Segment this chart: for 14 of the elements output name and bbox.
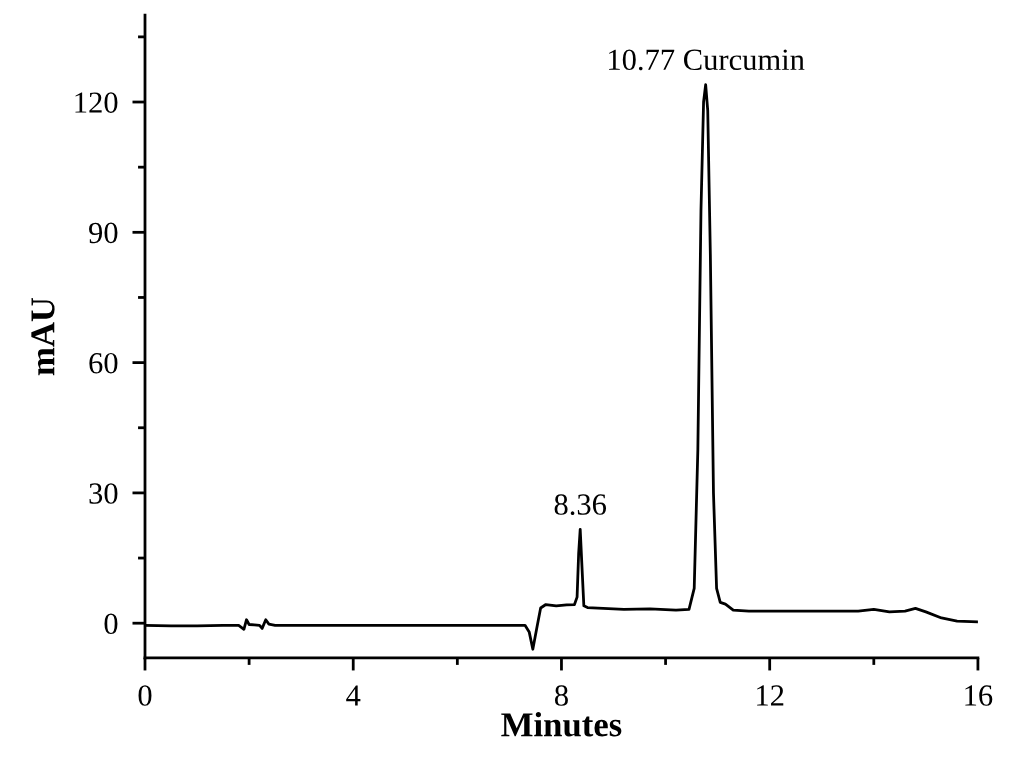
y-tick-label: 90 xyxy=(89,222,118,244)
x-axis-title: Minutes xyxy=(501,712,622,737)
y-axis-title: mAU xyxy=(31,297,55,376)
y-tick-label: 0 xyxy=(104,613,118,635)
y-tick-label: 120 xyxy=(75,92,118,113)
x-tick-label: 12 xyxy=(757,685,784,706)
annotation: 8.36 xyxy=(554,494,607,515)
annotation: 10.77 Curcumin xyxy=(609,49,805,71)
x-tick-label: 8 xyxy=(554,685,568,706)
x-tick-label: 16 xyxy=(965,685,993,706)
y-tick-label: 30 xyxy=(89,483,118,504)
y-tick-label: 60 xyxy=(89,352,118,374)
x-tick-label: 4 xyxy=(346,685,361,706)
x-tick-label: 0 xyxy=(138,685,152,706)
